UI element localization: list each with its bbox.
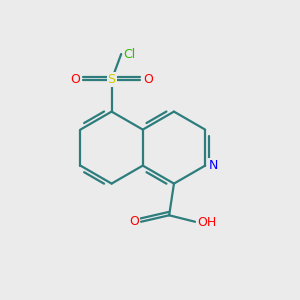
Text: N: N bbox=[209, 159, 218, 172]
Text: OH: OH bbox=[197, 217, 217, 230]
Text: O: O bbox=[70, 74, 80, 86]
Text: O: O bbox=[129, 215, 139, 228]
Text: S: S bbox=[108, 74, 116, 86]
Text: O: O bbox=[143, 74, 153, 86]
Text: Cl: Cl bbox=[124, 47, 136, 61]
